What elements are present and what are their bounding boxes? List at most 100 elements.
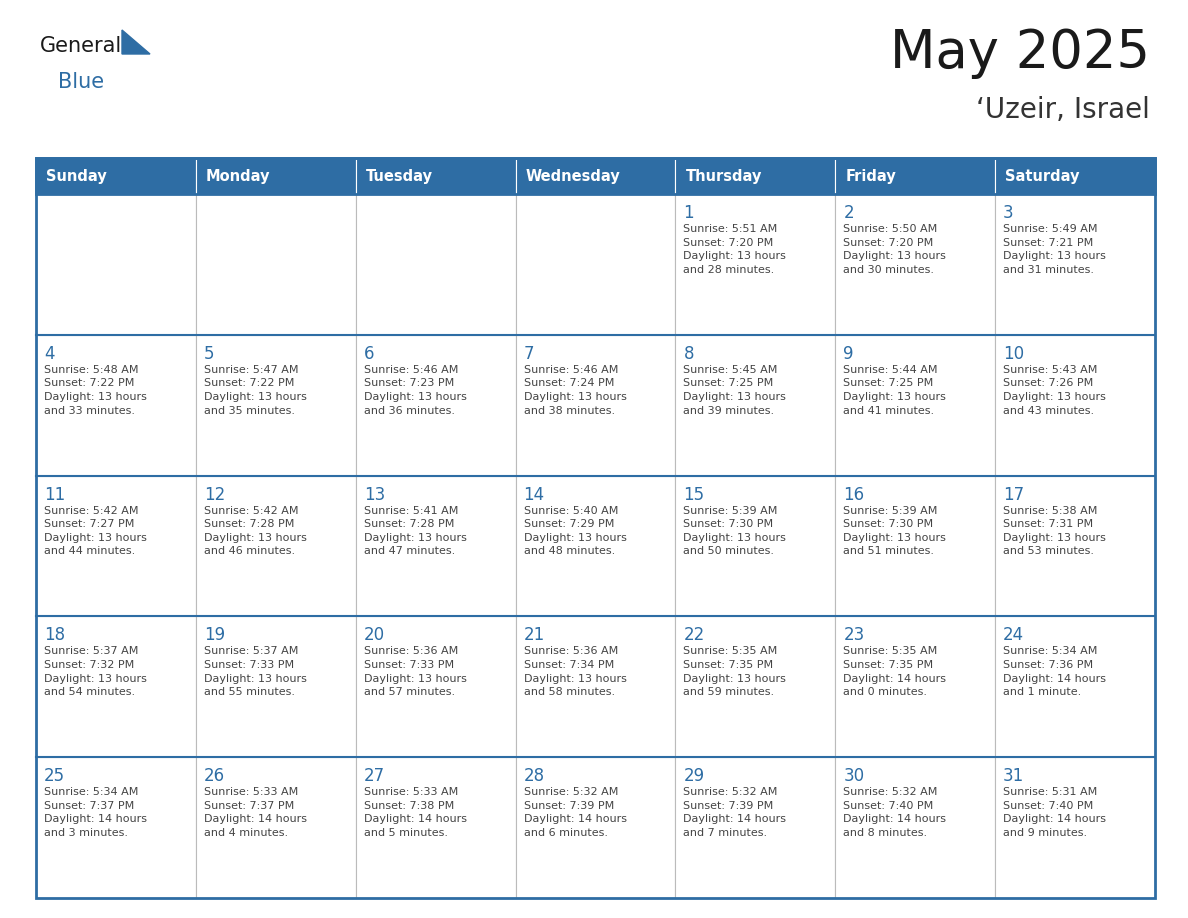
Text: 13: 13: [364, 486, 385, 504]
Bar: [355, 476, 516, 616]
Bar: [36, 158, 1155, 194]
Text: 1: 1: [683, 204, 694, 222]
Text: 3: 3: [1003, 204, 1013, 222]
Text: 7: 7: [524, 345, 535, 363]
Text: 8: 8: [683, 345, 694, 363]
Text: Sunrise: 5:50 AM
Sunset: 7:20 PM
Daylight: 13 hours
and 30 minutes.: Sunrise: 5:50 AM Sunset: 7:20 PM Dayligh…: [843, 224, 946, 274]
Bar: [835, 194, 996, 335]
Text: 5: 5: [204, 345, 214, 363]
Bar: [516, 158, 676, 194]
Bar: [996, 194, 1155, 335]
Text: Sunrise: 5:36 AM
Sunset: 7:34 PM
Daylight: 13 hours
and 58 minutes.: Sunrise: 5:36 AM Sunset: 7:34 PM Dayligh…: [524, 646, 626, 697]
Text: Sunrise: 5:49 AM
Sunset: 7:21 PM
Daylight: 13 hours
and 31 minutes.: Sunrise: 5:49 AM Sunset: 7:21 PM Dayligh…: [1003, 224, 1106, 274]
Text: Sunrise: 5:35 AM
Sunset: 7:35 PM
Daylight: 14 hours
and 0 minutes.: Sunrise: 5:35 AM Sunset: 7:35 PM Dayligh…: [843, 646, 947, 697]
Bar: [835, 158, 996, 194]
Bar: [36, 476, 196, 616]
Text: Sunrise: 5:46 AM
Sunset: 7:24 PM
Daylight: 13 hours
and 38 minutes.: Sunrise: 5:46 AM Sunset: 7:24 PM Dayligh…: [524, 364, 626, 416]
Text: 28: 28: [524, 767, 544, 785]
Text: 25: 25: [44, 767, 65, 785]
Text: 4: 4: [44, 345, 55, 363]
Text: Sunrise: 5:47 AM
Sunset: 7:22 PM
Daylight: 13 hours
and 35 minutes.: Sunrise: 5:47 AM Sunset: 7:22 PM Dayligh…: [204, 364, 307, 416]
Text: Thursday: Thursday: [685, 169, 762, 184]
Text: 27: 27: [364, 767, 385, 785]
Bar: [196, 757, 355, 898]
Text: Sunrise: 5:39 AM
Sunset: 7:30 PM
Daylight: 13 hours
and 51 minutes.: Sunrise: 5:39 AM Sunset: 7:30 PM Dayligh…: [843, 506, 946, 556]
Bar: [36, 616, 196, 757]
Polygon shape: [122, 30, 150, 54]
Text: General: General: [40, 36, 122, 56]
Bar: [835, 757, 996, 898]
Text: 18: 18: [44, 626, 65, 644]
Text: 23: 23: [843, 626, 865, 644]
Bar: [835, 616, 996, 757]
Text: 29: 29: [683, 767, 704, 785]
Text: Sunrise: 5:44 AM
Sunset: 7:25 PM
Daylight: 13 hours
and 41 minutes.: Sunrise: 5:44 AM Sunset: 7:25 PM Dayligh…: [843, 364, 946, 416]
Text: Sunrise: 5:36 AM
Sunset: 7:33 PM
Daylight: 13 hours
and 57 minutes.: Sunrise: 5:36 AM Sunset: 7:33 PM Dayligh…: [364, 646, 467, 697]
Text: Sunrise: 5:38 AM
Sunset: 7:31 PM
Daylight: 13 hours
and 53 minutes.: Sunrise: 5:38 AM Sunset: 7:31 PM Dayligh…: [1003, 506, 1106, 556]
Text: 15: 15: [683, 486, 704, 504]
Bar: [676, 476, 835, 616]
Bar: [355, 194, 516, 335]
Text: Sunrise: 5:34 AM
Sunset: 7:37 PM
Daylight: 14 hours
and 3 minutes.: Sunrise: 5:34 AM Sunset: 7:37 PM Dayligh…: [44, 788, 147, 838]
Text: May 2025: May 2025: [890, 27, 1150, 79]
Bar: [36, 158, 196, 194]
Text: 17: 17: [1003, 486, 1024, 504]
Text: 21: 21: [524, 626, 545, 644]
Text: Sunrise: 5:33 AM
Sunset: 7:37 PM
Daylight: 14 hours
and 4 minutes.: Sunrise: 5:33 AM Sunset: 7:37 PM Dayligh…: [204, 788, 307, 838]
Text: 9: 9: [843, 345, 854, 363]
Bar: [676, 757, 835, 898]
Text: Wednesday: Wednesday: [525, 169, 620, 184]
Text: Sunrise: 5:45 AM
Sunset: 7:25 PM
Daylight: 13 hours
and 39 minutes.: Sunrise: 5:45 AM Sunset: 7:25 PM Dayligh…: [683, 364, 786, 416]
Bar: [676, 194, 835, 335]
Text: 22: 22: [683, 626, 704, 644]
Text: Sunrise: 5:42 AM
Sunset: 7:27 PM
Daylight: 13 hours
and 44 minutes.: Sunrise: 5:42 AM Sunset: 7:27 PM Dayligh…: [44, 506, 147, 556]
Text: Sunrise: 5:41 AM
Sunset: 7:28 PM
Daylight: 13 hours
and 47 minutes.: Sunrise: 5:41 AM Sunset: 7:28 PM Dayligh…: [364, 506, 467, 556]
Bar: [516, 194, 676, 335]
Bar: [355, 335, 516, 476]
Bar: [516, 476, 676, 616]
Text: Sunrise: 5:31 AM
Sunset: 7:40 PM
Daylight: 14 hours
and 9 minutes.: Sunrise: 5:31 AM Sunset: 7:40 PM Dayligh…: [1003, 788, 1106, 838]
Bar: [996, 616, 1155, 757]
Text: Sunrise: 5:32 AM
Sunset: 7:40 PM
Daylight: 14 hours
and 8 minutes.: Sunrise: 5:32 AM Sunset: 7:40 PM Dayligh…: [843, 788, 947, 838]
Bar: [196, 194, 355, 335]
Text: Blue: Blue: [58, 72, 105, 92]
Text: 6: 6: [364, 345, 374, 363]
Bar: [196, 616, 355, 757]
Bar: [676, 616, 835, 757]
Text: 24: 24: [1003, 626, 1024, 644]
Bar: [355, 158, 516, 194]
Text: Sunrise: 5:32 AM
Sunset: 7:39 PM
Daylight: 14 hours
and 6 minutes.: Sunrise: 5:32 AM Sunset: 7:39 PM Dayligh…: [524, 788, 626, 838]
Bar: [516, 616, 676, 757]
Text: Sunrise: 5:48 AM
Sunset: 7:22 PM
Daylight: 13 hours
and 33 minutes.: Sunrise: 5:48 AM Sunset: 7:22 PM Dayligh…: [44, 364, 147, 416]
Text: Sunrise: 5:37 AM
Sunset: 7:33 PM
Daylight: 13 hours
and 55 minutes.: Sunrise: 5:37 AM Sunset: 7:33 PM Dayligh…: [204, 646, 307, 697]
Bar: [835, 335, 996, 476]
Bar: [996, 158, 1155, 194]
Bar: [676, 335, 835, 476]
Bar: [36, 194, 196, 335]
Text: 12: 12: [204, 486, 225, 504]
Text: Sunday: Sunday: [46, 169, 107, 184]
Bar: [196, 476, 355, 616]
Bar: [516, 757, 676, 898]
Bar: [355, 616, 516, 757]
Bar: [996, 476, 1155, 616]
Text: Sunrise: 5:43 AM
Sunset: 7:26 PM
Daylight: 13 hours
and 43 minutes.: Sunrise: 5:43 AM Sunset: 7:26 PM Dayligh…: [1003, 364, 1106, 416]
Text: ‘Uzeir, Israel: ‘Uzeir, Israel: [977, 96, 1150, 124]
Bar: [676, 158, 835, 194]
Bar: [355, 757, 516, 898]
Text: Sunrise: 5:51 AM
Sunset: 7:20 PM
Daylight: 13 hours
and 28 minutes.: Sunrise: 5:51 AM Sunset: 7:20 PM Dayligh…: [683, 224, 786, 274]
Bar: [196, 158, 355, 194]
Text: Sunrise: 5:35 AM
Sunset: 7:35 PM
Daylight: 13 hours
and 59 minutes.: Sunrise: 5:35 AM Sunset: 7:35 PM Dayligh…: [683, 646, 786, 697]
Text: Friday: Friday: [846, 169, 896, 184]
Text: 30: 30: [843, 767, 865, 785]
Text: Sunrise: 5:39 AM
Sunset: 7:30 PM
Daylight: 13 hours
and 50 minutes.: Sunrise: 5:39 AM Sunset: 7:30 PM Dayligh…: [683, 506, 786, 556]
Text: Sunrise: 5:34 AM
Sunset: 7:36 PM
Daylight: 14 hours
and 1 minute.: Sunrise: 5:34 AM Sunset: 7:36 PM Dayligh…: [1003, 646, 1106, 697]
Text: Sunrise: 5:33 AM
Sunset: 7:38 PM
Daylight: 14 hours
and 5 minutes.: Sunrise: 5:33 AM Sunset: 7:38 PM Dayligh…: [364, 788, 467, 838]
Text: 31: 31: [1003, 767, 1024, 785]
Bar: [196, 335, 355, 476]
Text: Tuesday: Tuesday: [366, 169, 432, 184]
Text: Sunrise: 5:37 AM
Sunset: 7:32 PM
Daylight: 13 hours
and 54 minutes.: Sunrise: 5:37 AM Sunset: 7:32 PM Dayligh…: [44, 646, 147, 697]
Text: 20: 20: [364, 626, 385, 644]
Bar: [36, 757, 196, 898]
Text: Monday: Monday: [206, 169, 271, 184]
